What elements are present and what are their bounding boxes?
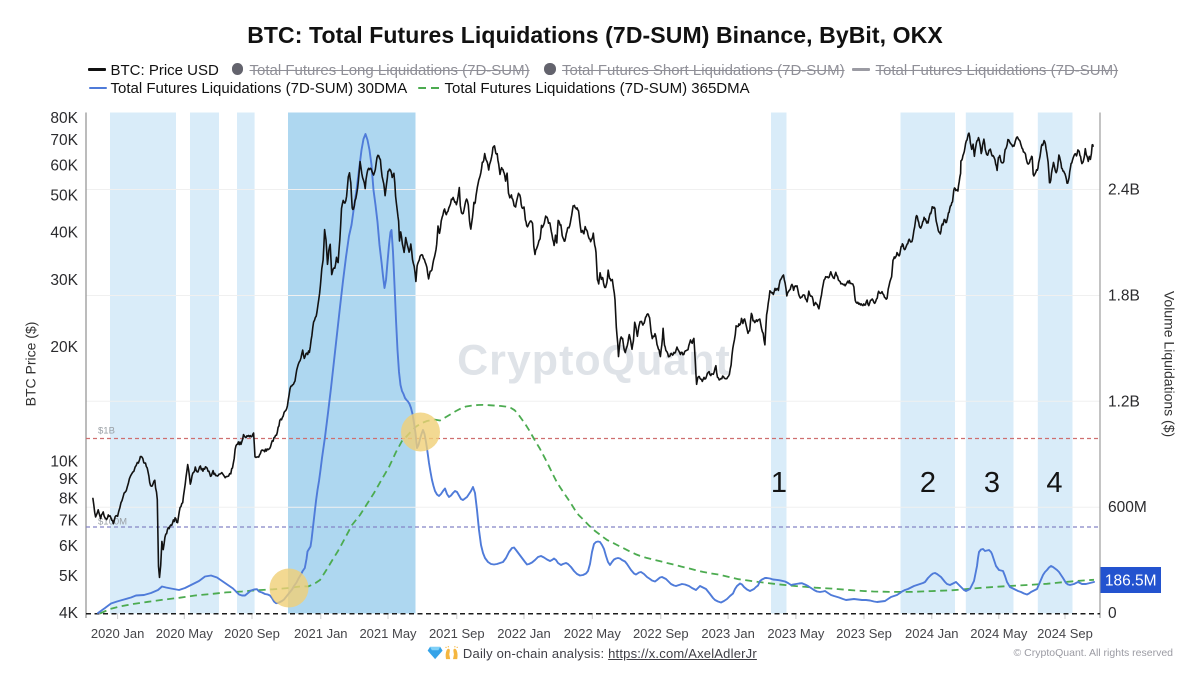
svg-text:$1B: $1B [98, 426, 115, 437]
svg-text:2021 Sep: 2021 Sep [429, 626, 485, 641]
svg-text:2021 May: 2021 May [359, 626, 417, 641]
svg-text:70K: 70K [50, 132, 78, 149]
svg-text:2023 May: 2023 May [767, 626, 825, 641]
svg-text:2022 May: 2022 May [564, 626, 622, 641]
svg-text:CryptoQuant: CryptoQuant [457, 337, 731, 385]
svg-text:2: 2 [920, 467, 936, 499]
svg-text:BTC Price ($): BTC Price ($) [23, 322, 39, 407]
svg-text:50K: 50K [50, 188, 78, 205]
svg-text:9K: 9K [59, 471, 79, 488]
svg-text:10K: 10K [50, 454, 78, 471]
svg-text:2024 Jan: 2024 Jan [905, 626, 959, 641]
svg-text:5K: 5K [59, 568, 79, 585]
svg-text:2021 Jan: 2021 Jan [294, 626, 348, 641]
svg-text:600M: 600M [1108, 499, 1147, 516]
svg-text:2.4B: 2.4B [1108, 182, 1140, 199]
svg-text:0: 0 [1108, 605, 1117, 622]
svg-text:8K: 8K [59, 491, 79, 508]
svg-text:7K: 7K [59, 513, 79, 530]
svg-text:6K: 6K [59, 538, 79, 555]
svg-text:4K: 4K [59, 605, 79, 622]
svg-text:2023 Jan: 2023 Jan [701, 626, 755, 641]
svg-text:2022 Sep: 2022 Sep [633, 626, 689, 641]
svg-text:40K: 40K [50, 225, 78, 242]
svg-text:2020 Jan: 2020 Jan [91, 626, 145, 641]
svg-text:30K: 30K [50, 272, 78, 289]
svg-text:80K: 80K [50, 110, 78, 127]
svg-text:186.5M: 186.5M [1105, 573, 1157, 590]
svg-text:2022 Jan: 2022 Jan [497, 626, 551, 641]
svg-text:2023 Sep: 2023 Sep [836, 626, 892, 641]
svg-text:2020 Sep: 2020 Sep [224, 626, 280, 641]
svg-text:1: 1 [771, 467, 787, 499]
svg-text:1.2B: 1.2B [1108, 393, 1140, 410]
svg-text:1.8B: 1.8B [1108, 288, 1140, 305]
svg-text:Volume Liquidations ($): Volume Liquidations ($) [1162, 291, 1178, 437]
svg-text:20K: 20K [50, 339, 78, 356]
svg-text:2024 May: 2024 May [970, 626, 1028, 641]
svg-text:4: 4 [1046, 467, 1062, 499]
svg-text:2024 Sep: 2024 Sep [1037, 626, 1093, 641]
svg-text:3: 3 [984, 467, 1000, 499]
svg-text:60K: 60K [50, 158, 78, 175]
svg-text:2020 May: 2020 May [156, 626, 214, 641]
